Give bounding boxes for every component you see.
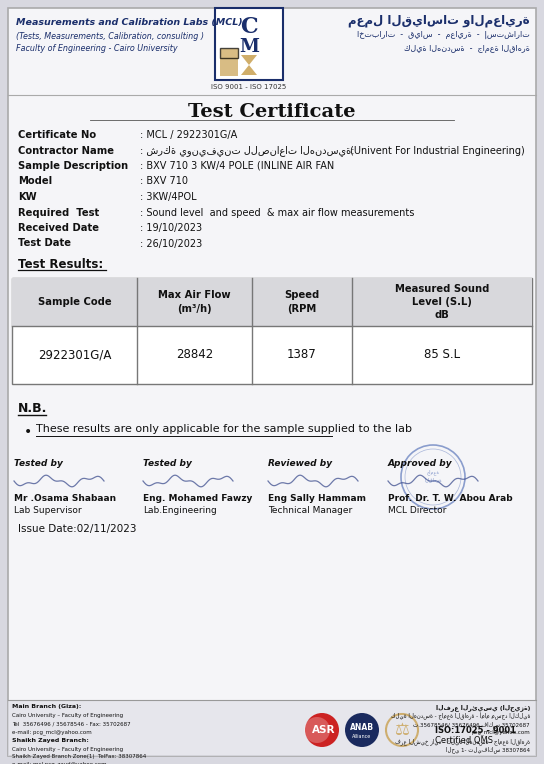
- Text: Eng. Mohamed Fawzy: Eng. Mohamed Fawzy: [143, 494, 252, 503]
- Text: ISO:17025 - 9001: ISO:17025 - 9001: [435, 726, 516, 735]
- Bar: [12, 278, 532, 384]
- Text: Shaikh Zayed Branch:: Shaikh Zayed Branch:: [12, 738, 89, 743]
- Text: ⚖: ⚖: [394, 721, 410, 739]
- Text: Mr .Osama Shabaan: Mr .Osama Shabaan: [14, 494, 116, 503]
- Text: Shaikh Zayed Branch Zone(1)  TelFax: 38307864: Shaikh Zayed Branch Zone(1) TelFax: 3830…: [12, 754, 146, 759]
- Text: N.B.: N.B.: [18, 402, 47, 415]
- Text: Measured Sound
Level (S.L)
dB: Measured Sound Level (S.L) dB: [395, 283, 489, 320]
- Text: الحي 1- تليفاكس 38307864: الحي 1- تليفاكس 38307864: [446, 746, 530, 753]
- Text: كلية الهندسة  -  جامعة القاهرة: كلية الهندسة - جامعة القاهرة: [404, 44, 530, 53]
- Text: Prof. Dr. T. W. Abou Arab: Prof. Dr. T. W. Abou Arab: [388, 494, 512, 503]
- Text: : MCL / 2922301G/A: : MCL / 2922301G/A: [140, 130, 237, 140]
- Text: Approved by: Approved by: [388, 459, 453, 468]
- Text: pcg_mcl@yahoo.com: pcg_mcl@yahoo.com: [471, 730, 530, 735]
- Bar: [220, 58, 238, 76]
- Text: : BXV 710: : BXV 710: [140, 176, 188, 186]
- Text: Technical Manager: Technical Manager: [268, 506, 353, 515]
- Text: ANAB: ANAB: [350, 724, 374, 733]
- Text: e-mail: mcl.pcg_zayd@yahoo.com: e-mail: mcl.pcg_zayd@yahoo.com: [12, 762, 107, 764]
- Text: الفرع الرئيسي (الجيزة): الفرع الرئيسي (الجيزة): [436, 704, 530, 711]
- Text: Eng Sally Hammam: Eng Sally Hammam: [268, 494, 366, 503]
- Text: Measurements and Calibration Labs (MCL): Measurements and Calibration Labs (MCL): [16, 18, 243, 27]
- Text: Cairo University – Faculty of Engineering: Cairo University – Faculty of Engineerin…: [12, 746, 123, 752]
- Text: e-mail: pcg_mcl@yahoo.com: e-mail: pcg_mcl@yahoo.com: [12, 730, 92, 735]
- FancyArrow shape: [220, 48, 238, 58]
- Bar: [215, 8, 283, 80]
- Text: MCL Director: MCL Director: [388, 506, 447, 515]
- Text: Speed
(RPM: Speed (RPM: [285, 290, 320, 313]
- Text: Received Date: Received Date: [18, 223, 99, 233]
- Text: Test Results:: Test Results:: [18, 258, 103, 271]
- Text: ISO 9001 - ISO 17025: ISO 9001 - ISO 17025: [212, 84, 287, 90]
- Text: (Univent For Industrial Engineering): (Univent For Industrial Engineering): [350, 145, 525, 156]
- Text: Alliance: Alliance: [353, 733, 372, 739]
- Text: : 19/10/2023: : 19/10/2023: [140, 223, 202, 233]
- Text: كلية الهندسة - جامعة القاهرة - أمام مسجد الكلية: كلية الهندسة - جامعة القاهرة - أمام مسجد…: [391, 713, 530, 720]
- Text: 28842: 28842: [176, 348, 213, 361]
- Text: Model: Model: [18, 176, 52, 186]
- Text: : 26/10/2023: : 26/10/2023: [140, 238, 202, 248]
- Text: : 3KW/4POL: : 3KW/4POL: [140, 192, 196, 202]
- Text: 2922301G/A: 2922301G/A: [38, 348, 111, 361]
- Text: ASR: ASR: [312, 725, 336, 735]
- Text: Certificate No: Certificate No: [18, 130, 96, 140]
- Text: Test Certificate: Test Certificate: [188, 103, 356, 121]
- Text: C: C: [240, 16, 258, 38]
- Text: Main Branch (Giza):: Main Branch (Giza):: [12, 704, 82, 709]
- Text: Issue Date:02/11/2023: Issue Date:02/11/2023: [18, 524, 137, 534]
- Text: القاهرة: القاهرة: [424, 477, 442, 482]
- Text: Faculty of Engineering - Cairo University: Faculty of Engineering - Cairo Universit…: [16, 44, 178, 53]
- Text: Sample Description: Sample Description: [18, 161, 128, 171]
- Text: Lab.Engineering: Lab.Engineering: [143, 506, 217, 515]
- Text: جامعة: جامعة: [426, 469, 440, 474]
- Text: 85 S.L: 85 S.L: [424, 348, 460, 361]
- Text: : BXV 710 3 KW/4 POLE (INLINE AIR FAN: : BXV 710 3 KW/4 POLE (INLINE AIR FAN: [140, 161, 334, 171]
- Polygon shape: [241, 65, 257, 75]
- Text: Lab Supervisor: Lab Supervisor: [14, 506, 82, 515]
- Text: Sample Code: Sample Code: [38, 297, 112, 307]
- Text: Cairo University – Faculty of Engineering: Cairo University – Faculty of Engineerin…: [12, 713, 123, 717]
- Text: •: •: [24, 425, 32, 439]
- Text: اختبارات  -  قياس  -  معايرة  -  إستشارات: اختبارات - قياس - معايرة - إستشارات: [357, 30, 530, 39]
- Text: : Sound level  and speed  & max air flow measurements: : Sound level and speed & max air flow m…: [140, 208, 415, 218]
- Circle shape: [304, 717, 330, 743]
- Text: فرع الشيخ زايد - كلية الهندسة - جامعة القاهرة: فرع الشيخ زايد - كلية الهندسة - جامعة ال…: [395, 738, 530, 745]
- Text: معمل القياسات والمعايرة: معمل القياسات والمعايرة: [348, 14, 530, 27]
- Bar: [12, 278, 532, 326]
- Text: Reviewed by: Reviewed by: [268, 459, 332, 468]
- Text: Max Air Flow
(m³/h): Max Air Flow (m³/h): [158, 290, 231, 313]
- Text: Tested by: Tested by: [143, 459, 192, 468]
- Text: : شركة يونيفينت للصناعات الهندسية:: : شركة يونيفينت للصناعات الهندسية:: [140, 145, 355, 157]
- Text: Test Date: Test Date: [18, 238, 71, 248]
- Text: ت.35678546/ 35676496 فاكس 35702687: ت.35678546/ 35676496 فاكس 35702687: [413, 721, 530, 728]
- Text: M: M: [239, 38, 259, 56]
- Polygon shape: [241, 55, 257, 65]
- Text: Tested by: Tested by: [14, 459, 63, 468]
- Text: Tel  35676496 / 35678546 - Fax: 35702687: Tel 35676496 / 35678546 - Fax: 35702687: [12, 721, 131, 726]
- Text: (Tests, Measurements, Calibration, consulting ): (Tests, Measurements, Calibration, consu…: [16, 32, 204, 41]
- Text: Required  Test: Required Test: [18, 208, 99, 218]
- Text: Contractor Name: Contractor Name: [18, 145, 114, 156]
- Circle shape: [345, 713, 379, 747]
- Circle shape: [305, 713, 339, 747]
- Text: Certified QMS: Certified QMS: [435, 736, 493, 745]
- Text: 1387: 1387: [287, 348, 317, 361]
- Text: These results are only applicable for the sample supplied to the lab: These results are only applicable for th…: [36, 424, 412, 434]
- Text: KW: KW: [18, 192, 36, 202]
- Bar: [8, 700, 536, 756]
